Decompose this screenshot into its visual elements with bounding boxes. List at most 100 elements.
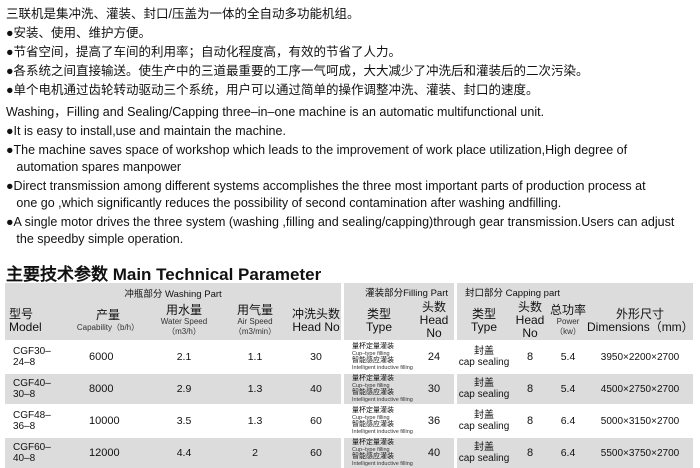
header-en: Head No (292, 319, 340, 334)
filling-head-no: 30 (414, 372, 454, 404)
water-speed: 4.4 (149, 436, 219, 468)
water-speed: 2.9 (149, 372, 219, 404)
filling-type-en: Intelligent inductive filling (352, 365, 413, 371)
capping-head-no: 8 (511, 436, 549, 468)
header-en: Capability（b/h） (76, 322, 140, 332)
capability: 10000 (67, 404, 149, 436)
filling-type-en: Cup–type filling (352, 383, 390, 389)
dimensions: 3950×2200×2700 (587, 340, 693, 372)
intro-en-line: ●It is easy to install,use and maintain … (6, 124, 286, 138)
filling-type-cn: 量杯定量灌装 (352, 375, 394, 382)
section-title: 主要技术参数 Main Technical Parameter (6, 265, 322, 284)
filling-type-en: Cup–type filling (352, 447, 390, 453)
header-cn: 头数 (517, 300, 542, 314)
column-header: 头数 Head No (511, 301, 549, 340)
column-header: 型号 Model (5, 301, 67, 340)
air-speed: 1.1 (219, 340, 291, 372)
header-cn: 用气量 (236, 303, 273, 317)
table-row: CGF40–30–8 8000 2.9 1.3 40 量杯定量灌装 Cup–type fil… (5, 372, 693, 404)
column-header: 总功率 Power（kw） (549, 301, 587, 340)
capping-head-no: 8 (511, 404, 549, 436)
power: 6.4 (549, 404, 587, 436)
dimensions: 4500×2750×2700 (587, 372, 693, 404)
column-header: 类型 Type (457, 301, 511, 340)
column-header: 类型 Type (344, 301, 414, 340)
capping-type-en: cap sealing (458, 421, 510, 432)
model: CGF40–30–8 (5, 372, 67, 404)
capability: 8000 (67, 372, 149, 404)
intro-en-line: the speedby simple operation. (6, 232, 184, 246)
header-en: Power（kw） (555, 317, 581, 336)
capping-type-en: cap sealing (458, 389, 510, 400)
capping-head-no: 8 (511, 372, 549, 404)
intro-en-line: ●The machine saves space of workshop whi… (6, 143, 628, 157)
intro-cn-line: ●各系统之间直接输送。使生产中的三道最重要的工序一气呵成，大大减少了冲洗后和灌装… (6, 64, 589, 78)
table-row: CGF60–40–8 12000 4.4 2 60 量杯定量灌装 Cup–type fill… (5, 436, 693, 468)
header-cn: 产量 (95, 307, 120, 322)
capping-type: 封盖 cap sealing (457, 404, 511, 436)
filling-type-cn: 智能感应灌装 (352, 357, 394, 364)
model: CGF30–24–8 (5, 340, 67, 372)
column-header: 用水量 Water Speed（m3/h） (149, 301, 219, 340)
table-row: CGF48–36–8 10000 3.5 1.3 60 量杯定量灌装 Cup–type fi… (5, 404, 693, 436)
header-en: Water Speed（m3/h） (160, 317, 208, 336)
filling-head-no: 40 (414, 436, 454, 468)
wash-head-no: 40 (291, 372, 341, 404)
model: CGF48–36–8 (5, 404, 67, 436)
header-cn: 类型 (471, 306, 496, 321)
header-en: Model (9, 319, 42, 334)
header-en: Type (365, 319, 392, 334)
filling-type-cn: 量杯定量灌装 (352, 407, 394, 414)
header-en: Head No (419, 313, 449, 340)
group-capping: 封口部分 Capping part (457, 283, 693, 301)
filling-head-no: 36 (414, 404, 454, 436)
group-filling: 灌装部分Filling Part (344, 283, 454, 301)
water-speed: 3.5 (149, 404, 219, 436)
capping-type-cn: 封盖 (474, 442, 494, 453)
air-speed: 1.3 (219, 372, 291, 404)
filling-type-en: Cup–type filling (352, 351, 390, 357)
filling-head-no: 24 (414, 340, 454, 372)
intro-en-line: automation spares manpower (6, 160, 182, 174)
capping-type-en: cap sealing (458, 357, 510, 368)
filling-type-cn: 智能感应灌装 (352, 421, 394, 428)
header-cn: 型号 (9, 306, 34, 321)
intro-en-line: ●A single motor drives the three system … (6, 215, 675, 229)
wash-head-no: 30 (291, 340, 341, 372)
capping-type: 封盖 cap sealing (457, 340, 511, 372)
column-header: 用气量 Air Speed（m3/min） (219, 301, 291, 340)
filling-type: 量杯定量灌装 Cup–type filling 智能感应灌装 Intelligent … (344, 404, 414, 436)
filling-type-en: Intelligent inductive filling (352, 397, 413, 403)
intro-cn-line: ●单个电机通过齿轮转动驱动三个系统，用户可以通过简单的操作调整冲洗、灌装、封口的… (6, 83, 539, 97)
intro-en-line: one go ,which significantly reduces the … (6, 196, 562, 210)
water-speed: 2.1 (149, 340, 219, 372)
capping-type-cn: 封盖 (474, 410, 494, 421)
filling-type-en: Cup–type filling (352, 415, 390, 421)
air-speed: 1.3 (219, 404, 291, 436)
capping-type-cn: 封盖 (474, 378, 494, 389)
wash-head-no: 60 (291, 404, 341, 436)
capping-type: 封盖 cap sealing (457, 372, 511, 404)
capability: 12000 (67, 436, 149, 468)
header-cn: 头数 (421, 300, 446, 314)
column-header: 头数 Head No (414, 301, 454, 340)
group-washing: 冲瓶部分 Washing Part (5, 283, 341, 301)
filling-type: 量杯定量灌装 Cup–type filling 智能感应灌装 Intelligent … (344, 436, 414, 468)
filling-type-cn: 量杯定量灌装 (352, 343, 394, 350)
header-en: Head No (515, 313, 545, 340)
intro-en-line: Washing，Filling and Sealing/Capping thre… (6, 105, 545, 119)
column-header: 冲洗头数 Head No (291, 301, 341, 340)
filling-type-en: Intelligent inductive filling (352, 429, 413, 435)
power: 5.4 (549, 372, 587, 404)
header-en: Air Speed（m3/min） (233, 317, 277, 336)
column-header: 外形尺寸 Dimensions（mm） (587, 301, 694, 340)
header-cn: 总功率 (549, 303, 586, 317)
header-cn: 类型 (366, 306, 391, 321)
capability: 6000 (67, 340, 149, 372)
capping-head-no: 8 (511, 340, 549, 372)
filling-type: 量杯定量灌装 Cup–type filling 智能感应灌装 Intelligent … (344, 372, 414, 404)
filling-type-cn: 智能感应灌装 (352, 453, 394, 460)
intro-cn-line: ●安装、使用、维护方便。 (6, 26, 152, 40)
filling-type-cn: 量杯定量灌装 (352, 439, 394, 446)
power: 6.4 (549, 436, 587, 468)
